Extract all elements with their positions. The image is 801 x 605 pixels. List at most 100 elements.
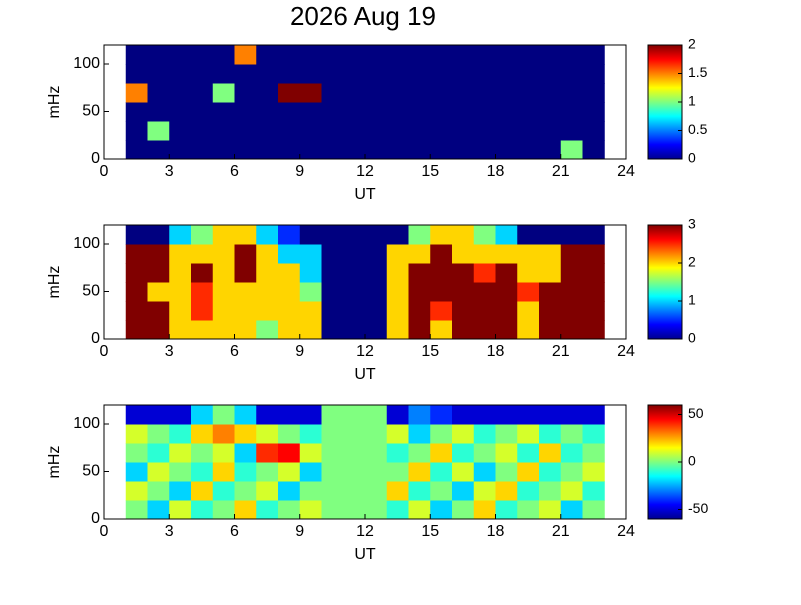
heat-cell	[386, 301, 409, 321]
colorbar-tick-label: 2	[688, 254, 696, 270]
x-tick-label: 12	[356, 163, 374, 180]
heat-cell	[343, 244, 366, 264]
heat-cell	[365, 140, 388, 160]
heat-cell	[495, 405, 518, 425]
heat-cell	[234, 500, 257, 520]
heat-cell	[191, 320, 214, 340]
heat-cell	[299, 121, 322, 141]
heat-cell	[430, 405, 453, 425]
heat-cell	[560, 424, 583, 444]
heat-cell	[473, 45, 496, 65]
heat-cell	[430, 121, 453, 141]
heat-cell	[430, 140, 453, 160]
heat-cell	[256, 225, 279, 245]
heat-cell	[147, 244, 170, 264]
heat-cell	[539, 140, 562, 160]
heat-cell	[256, 83, 279, 103]
heat-cell	[560, 140, 583, 160]
heat-cell	[191, 140, 214, 160]
heat-cell	[321, 424, 344, 444]
heat-cell	[386, 140, 409, 160]
heat-cell	[212, 301, 235, 321]
x-tick-label: 3	[165, 523, 174, 540]
colorbar-tick-label: 0	[688, 330, 696, 346]
heat-cell	[234, 64, 257, 84]
x-tick-label: 6	[230, 163, 239, 180]
heat-cell	[582, 140, 605, 160]
heat-cell	[321, 301, 344, 321]
heat-cell	[582, 64, 605, 84]
colorbar-tick-label: 3	[688, 216, 696, 232]
heat-cell	[278, 320, 301, 340]
heat-cell	[582, 443, 605, 463]
heat-cell	[299, 140, 322, 160]
heat-cell	[473, 282, 496, 302]
heat-cell	[517, 121, 540, 141]
heat-cell	[495, 462, 518, 482]
heat-cell	[278, 481, 301, 501]
x-tick-label: 9	[295, 343, 304, 360]
heat-cell	[560, 462, 583, 482]
heat-cell	[582, 462, 605, 482]
heat-cell	[278, 83, 301, 103]
heat-cell	[321, 102, 344, 122]
heat-cell	[582, 121, 605, 141]
heat-cell	[278, 225, 301, 245]
heat-cell	[386, 45, 409, 65]
heat-cell	[343, 462, 366, 482]
heat-cell	[191, 481, 214, 501]
heat-cell	[582, 244, 605, 264]
heat-cell	[408, 102, 431, 122]
heat-cell	[473, 500, 496, 520]
heat-cell	[386, 424, 409, 444]
heat-cell	[169, 462, 192, 482]
x-tick-label: 21	[552, 163, 570, 180]
heat-cell	[321, 462, 344, 482]
colorbar-tick-label: 50	[688, 405, 704, 421]
heat-cell	[560, 443, 583, 463]
heat-cell	[386, 282, 409, 302]
colorbar	[647, 224, 683, 340]
heat-cell	[169, 102, 192, 122]
heat-cell	[299, 481, 322, 501]
heat-cell	[430, 225, 453, 245]
heat-cell	[473, 301, 496, 321]
heat-cell	[343, 225, 366, 245]
heat-cell	[321, 282, 344, 302]
heat-cell	[191, 405, 214, 425]
x-tick-label: 18	[487, 343, 505, 360]
heat-cell	[560, 225, 583, 245]
heat-cell	[234, 301, 257, 321]
heat-cell	[582, 282, 605, 302]
heat-cell	[430, 481, 453, 501]
heat-cell	[539, 121, 562, 141]
y-tick-label: 50	[82, 283, 100, 300]
heat-cell	[147, 424, 170, 444]
heat-cell	[408, 500, 431, 520]
heat-cell	[234, 320, 257, 340]
heat-cell	[169, 443, 192, 463]
heat-cell	[191, 263, 214, 283]
heat-cell	[125, 225, 148, 245]
heat-cell	[560, 102, 583, 122]
heat-cell	[212, 405, 235, 425]
heat-cell	[386, 320, 409, 340]
heat-cell	[495, 45, 518, 65]
colorbar	[647, 404, 683, 520]
heat-cell	[473, 121, 496, 141]
heat-cell	[365, 64, 388, 84]
heat-cell	[539, 405, 562, 425]
heat-cell	[473, 244, 496, 264]
heat-cell	[234, 225, 257, 245]
heat-cell	[256, 263, 279, 283]
heat-cell	[125, 320, 148, 340]
heat-cell	[495, 102, 518, 122]
heat-cell	[582, 83, 605, 103]
heat-cell	[517, 481, 540, 501]
heat-cell	[365, 83, 388, 103]
heat-cell	[365, 500, 388, 520]
heat-cell	[473, 225, 496, 245]
heat-cell	[582, 102, 605, 122]
heat-cell	[408, 225, 431, 245]
heat-cell	[495, 225, 518, 245]
